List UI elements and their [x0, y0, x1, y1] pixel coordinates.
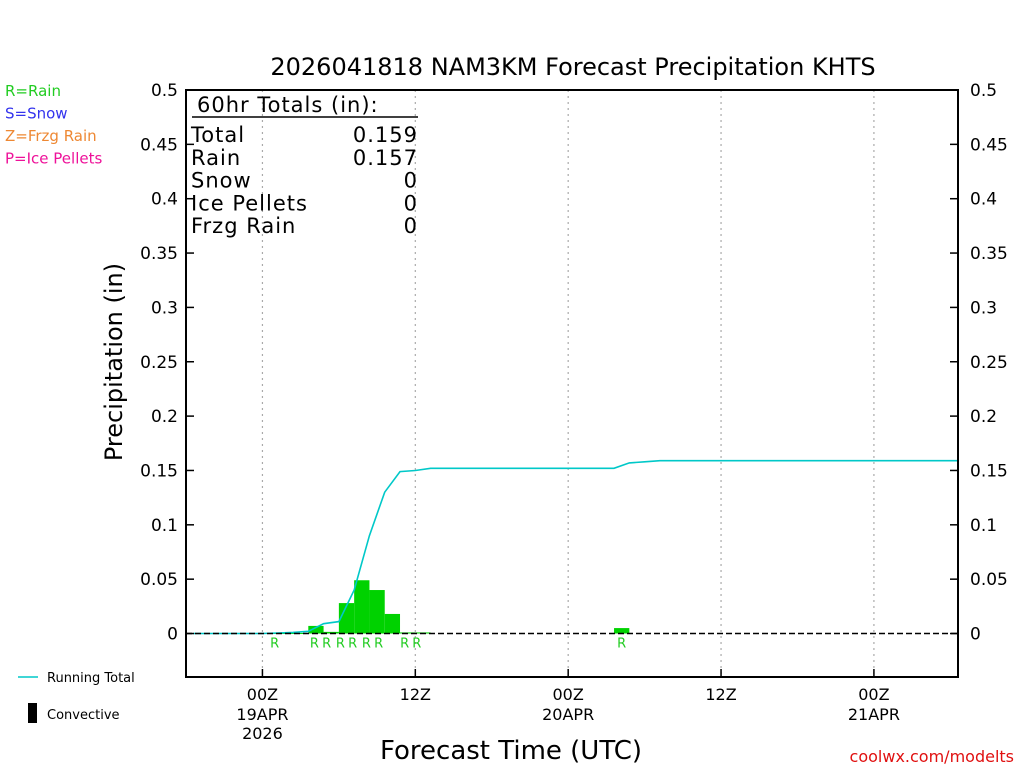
- y-tick-label-left: 0.35: [140, 244, 178, 264]
- y-tick-label-right: 0.2: [970, 407, 997, 427]
- y-tick-label-left: 0.25: [140, 353, 178, 373]
- type-legend-item: Z=Frzg Rain: [5, 127, 97, 145]
- grid-layer: [261, 90, 875, 677]
- y-tick-label-right: 0.5: [970, 81, 997, 101]
- precip-bar: [614, 628, 630, 634]
- y-tick-label-right: 0.25: [970, 353, 1008, 373]
- x-tick-label: 00Z: [247, 685, 278, 704]
- y-tick-label-left: 0.05: [140, 570, 178, 590]
- chart-title: 2026041818 NAM3KM Forecast Precipitation…: [270, 53, 875, 81]
- x-tick-label: 00Z: [858, 685, 889, 704]
- precip-bar: [308, 625, 324, 634]
- totals-row-value: 0: [404, 191, 418, 215]
- precip-type-marker: R: [336, 637, 345, 652]
- x-axis-label: Forecast Time (UTC): [380, 736, 642, 766]
- y-tick-label-right: 0.15: [970, 461, 1008, 481]
- precip-bar: [338, 603, 355, 634]
- precip-type-marker: R: [322, 637, 331, 652]
- totals-row-value: 0: [404, 169, 418, 193]
- totals-row-label: Total: [190, 123, 245, 147]
- type-legend-item: P=Ice Pellets: [5, 150, 102, 168]
- precip-type-marker: R: [362, 637, 371, 652]
- type-legend-item: S=Snow: [5, 105, 68, 123]
- x-tick-label: 00Z: [553, 685, 584, 704]
- convective-legend-label: Convective: [47, 708, 120, 723]
- precip-bar: [354, 580, 370, 634]
- y-tick-label-right: 0: [970, 625, 981, 645]
- x-tick-date-label: 19APR: [236, 705, 288, 724]
- precip-bar: [293, 632, 309, 634]
- totals-row-label: Frzg Rain: [191, 214, 296, 238]
- y-tick-label-right: 0.4: [970, 190, 997, 210]
- precip-type-marker: R: [310, 637, 319, 652]
- y-tick-label-left: 0.45: [140, 135, 178, 155]
- running-total-line: [193, 459, 958, 635]
- x-tick-date-label: 21APR: [848, 705, 900, 724]
- convective-legend-swatch: [28, 703, 37, 723]
- precip-type-marker: R: [412, 637, 421, 652]
- totals-row-label: Snow: [191, 169, 252, 193]
- y-tick-label-left: 0.2: [151, 407, 178, 427]
- precip-type-marker: R: [270, 637, 279, 652]
- y-tick-label-right: 0.35: [970, 244, 1008, 264]
- y-tick-label-right: 0.05: [970, 570, 1008, 590]
- y-tick-label-left: 0: [167, 625, 178, 645]
- y-tick-label-right: 0.1: [970, 516, 997, 536]
- precip-type-marker: R: [348, 637, 357, 652]
- y-tick-label-right: 0.3: [970, 298, 997, 318]
- totals-row-value: 0: [404, 214, 418, 238]
- y-tick-label-left: 0.1: [151, 516, 178, 536]
- precip-bar: [369, 590, 385, 634]
- precip-type-marker: R: [374, 637, 383, 652]
- type-legend-item: R=Rain: [5, 82, 61, 100]
- totals-row-value: 0.159: [353, 123, 418, 147]
- precip-bar: [323, 631, 339, 634]
- y-tick-label-left: 0.3: [151, 298, 178, 318]
- precip-bar: [384, 613, 401, 634]
- x-tick-date-label: 20APR: [542, 705, 594, 724]
- plot-frame: [185, 89, 959, 678]
- totals-row-label: Ice Pellets: [191, 191, 308, 215]
- y-axis-label: Precipitation (in): [100, 263, 128, 461]
- y-tick-label-left: 0.5: [151, 81, 178, 101]
- totals-row-label: Rain: [191, 146, 241, 170]
- totals-box: 60hr Totals (in): Total 0.159 Rain 0.157 Snow…: [190, 93, 418, 238]
- watermark: coolwx.com/modelts: [850, 747, 1014, 766]
- running-total-layer: [193, 459, 958, 635]
- x-tick-year-label: 2026: [242, 724, 283, 743]
- x-tick-label: 12Z: [400, 685, 431, 704]
- y-tick-label-left: 0.4: [151, 190, 178, 210]
- precip-type-marker: R: [617, 637, 626, 652]
- precip-type-marker: R: [400, 637, 409, 652]
- y-tick-label-left: 0.15: [140, 461, 178, 481]
- y-tick-label-right: 0.45: [970, 135, 1008, 155]
- running-total-legend-label: Running Total: [47, 671, 135, 686]
- totals-header: 60hr Totals (in):: [197, 93, 379, 117]
- axes-layer: [185, 89, 959, 678]
- x-tick-label: 12Z: [705, 685, 736, 704]
- totals-row-value: 0.157: [353, 146, 418, 170]
- legend: R=Rain S=Snow Z=Frzg Rain P=Ice Pellets Runn…: [5, 82, 135, 723]
